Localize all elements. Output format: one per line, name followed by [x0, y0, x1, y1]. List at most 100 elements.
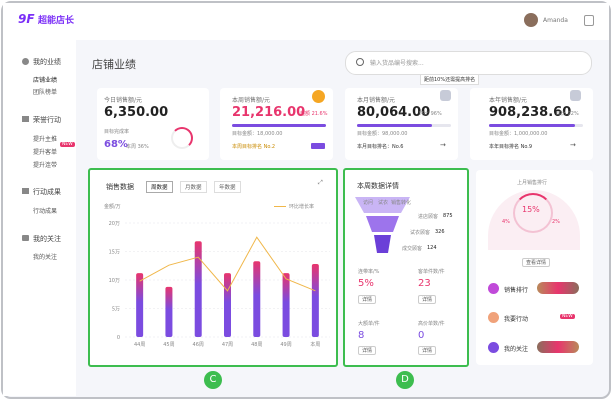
user-name[interactable]: Amanda	[543, 17, 568, 24]
metric-label: 连带率/%	[358, 269, 380, 275]
nav-item[interactable]: 提升客单	[33, 149, 58, 156]
card-value: 6,350.00	[104, 105, 169, 120]
progress-bar	[357, 124, 432, 127]
card-value: 908,238.60	[489, 105, 572, 120]
x-tick-label: 47周	[222, 342, 233, 348]
rank-button[interactable]: 查看详情	[522, 258, 551, 267]
funnel-step	[374, 235, 391, 253]
page-title: 店铺业绩	[92, 58, 136, 71]
metric-value: 8	[358, 330, 365, 341]
nav-item[interactable]: 团队榜单	[33, 89, 58, 96]
card-value: 80,064.00	[357, 105, 431, 120]
legend-label: 环比增长率	[289, 204, 315, 210]
chart-title: 销售数据	[106, 183, 134, 191]
rank-title: 上月销售排行	[517, 180, 548, 186]
expand-icon[interactable]: ⤢	[318, 179, 323, 186]
sales-panel	[88, 168, 338, 367]
logo-icon: 9F	[18, 12, 35, 26]
card-target: 目标金额：98,000.00	[357, 131, 408, 137]
card-label: 本年销售额/元	[489, 97, 528, 104]
card-sub: 目标完成率	[104, 129, 130, 135]
x-tick-label: 本周	[310, 341, 320, 348]
ring-icon	[171, 127, 193, 149]
card-rate: 68%	[104, 139, 128, 150]
product-thumbs	[537, 341, 579, 353]
x-tick-label: 44周	[134, 342, 145, 348]
sales-chart: 0 5万 10万 15万 20万 44周 45周 46周 47周 48周 49周 本周	[109, 221, 330, 348]
detail-button[interactable]: 详情	[358, 346, 377, 355]
funnel-label: 访问	[363, 200, 374, 206]
y-axis-label: 金额/万	[104, 204, 121, 210]
progress-bar	[232, 124, 326, 127]
avatar[interactable]	[524, 13, 538, 27]
x-tick-label: 46周	[193, 342, 204, 348]
new-badge: NEW	[560, 314, 575, 319]
link-icon	[488, 342, 499, 353]
nav-section[interactable]: 行动成果	[33, 188, 61, 196]
nav-icon	[22, 235, 29, 241]
nav-section[interactable]: 我的关注	[33, 235, 61, 243]
card-badge: 环比 96%	[419, 111, 442, 117]
medal-icon	[440, 90, 451, 101]
marker: D	[396, 371, 414, 389]
growth-line	[139, 236, 316, 292]
detail-button[interactable]: 详情	[418, 346, 437, 355]
arrow-button[interactable]	[311, 143, 325, 149]
card-target: 目标金额：18,000.00	[232, 131, 283, 137]
marker: C	[204, 371, 222, 389]
arrow-button[interactable]: →	[440, 141, 446, 149]
nav-item[interactable]: 行动成果	[33, 208, 58, 215]
search-placeholder[interactable]: 输入货品编号搜索...	[370, 60, 424, 67]
y-tick-label: 20万	[109, 221, 120, 227]
tab[interactable]: 月数据	[180, 181, 207, 193]
rank-right: 2%	[552, 219, 560, 225]
bar	[165, 286, 173, 337]
y-tick-label: 0	[117, 335, 120, 341]
arrow-button[interactable]: →	[570, 141, 576, 149]
x-tick-label: 45周	[163, 342, 174, 348]
nav-section[interactable]: 我的业绩	[33, 58, 61, 66]
detail-button[interactable]: 详情	[358, 295, 377, 304]
card-badge: 环比 92%	[556, 111, 579, 117]
stat-label: 进店顾客	[418, 214, 439, 220]
rank-link[interactable]: 我的关注	[504, 346, 529, 353]
card-note: 本周 36%	[126, 144, 149, 150]
funnel	[355, 197, 410, 253]
panel-title: 本周数据详情	[357, 182, 399, 190]
nav-section[interactable]: 荣誉行动	[33, 116, 61, 124]
rank-left: 4%	[502, 219, 510, 225]
rank-link[interactable]: 我要行动	[504, 316, 529, 323]
nav-item[interactable]: 店铺业绩	[33, 77, 58, 84]
legend-swatch	[274, 206, 286, 207]
card-rank: 本年目标排名 No.9	[489, 144, 533, 150]
search-icon	[356, 58, 364, 66]
detail-button[interactable]: 详情	[418, 295, 437, 304]
tab[interactable]: 周数据	[146, 181, 173, 193]
tooltip: 距前10%还需提高排名	[420, 74, 480, 85]
tab[interactable]: 年数据	[214, 181, 241, 193]
x-tick-label: 49周	[280, 342, 291, 348]
nav-icon	[22, 188, 29, 194]
x-tick-label: 48周	[251, 342, 262, 348]
card-label: 今日销售额/元	[104, 97, 143, 104]
logout-icon[interactable]	[584, 15, 594, 26]
nav-item[interactable]: 提升主推	[33, 136, 58, 143]
nav-item[interactable]: 提升连带	[33, 162, 58, 169]
bar	[224, 273, 231, 337]
logo-text: 超能店长	[38, 16, 75, 26]
bar	[282, 273, 290, 337]
funnel-step	[355, 197, 410, 213]
funnel-label: 试衣	[378, 200, 389, 206]
card-rank: 本周目标排名 No.2	[232, 144, 276, 150]
metric-value: 5%	[358, 278, 374, 289]
rank-link[interactable]: 销售排行	[504, 287, 529, 294]
bar	[253, 261, 261, 337]
funnel-step	[366, 216, 399, 232]
metric-label: 高价单数/件	[418, 321, 445, 327]
nav-icon	[22, 116, 29, 122]
product-thumbs	[537, 282, 579, 294]
metric-value: 23	[418, 278, 431, 289]
nav-item[interactable]: 我的关注	[33, 254, 58, 261]
y-tick-label: 5万	[112, 307, 120, 313]
metric-value: 0	[418, 330, 425, 341]
